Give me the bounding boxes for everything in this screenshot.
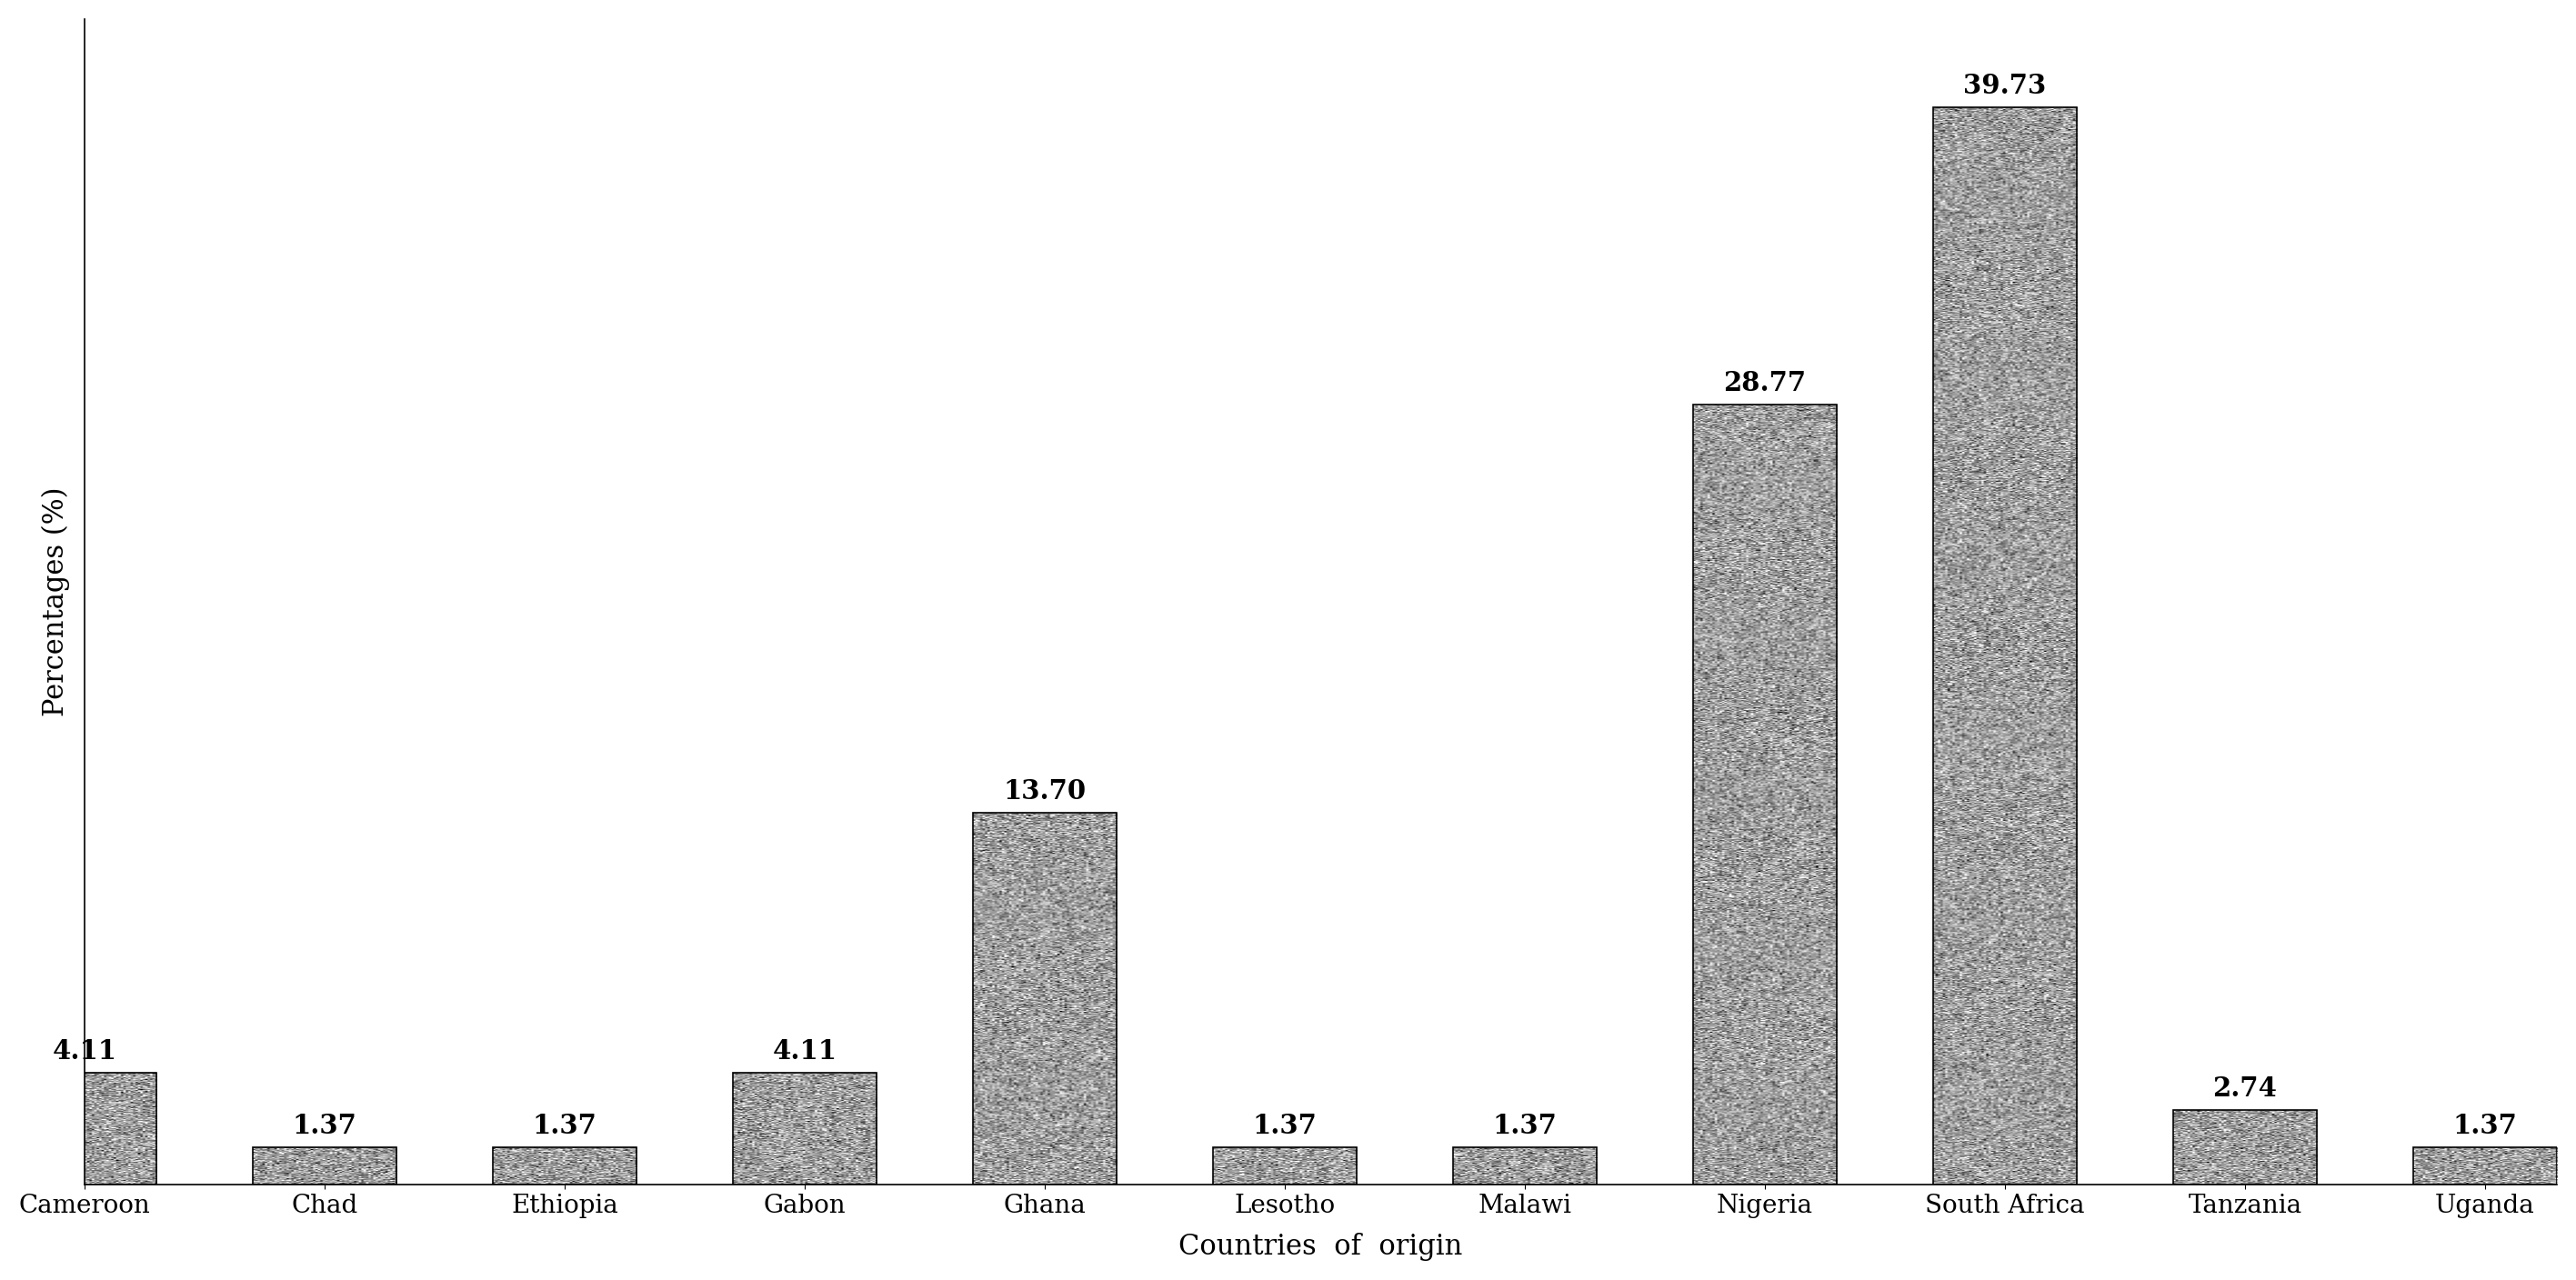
Bar [1932, 108, 2076, 1184]
X-axis label: Countries  of  origin: Countries of origin [1180, 1233, 1463, 1261]
Bar [1692, 404, 1837, 1184]
Text: 1.37: 1.37 [2452, 1112, 2517, 1139]
Text: 2.74: 2.74 [2213, 1075, 2277, 1102]
Text: 4.11: 4.11 [52, 1038, 116, 1065]
Text: 13.70: 13.70 [1005, 778, 1087, 805]
Text: 1.37: 1.37 [1492, 1112, 1556, 1139]
Text: 1.37: 1.37 [533, 1112, 598, 1139]
Bar [732, 1073, 876, 1184]
Bar [2414, 1147, 2558, 1184]
Y-axis label: Percentages (%): Percentages (%) [41, 486, 70, 717]
Bar [1453, 1147, 1597, 1184]
Bar [13, 1073, 157, 1184]
Text: 39.73: 39.73 [1963, 73, 2045, 100]
Bar [252, 1147, 397, 1184]
Text: 28.77: 28.77 [1723, 370, 1806, 397]
Bar [974, 813, 1118, 1184]
Text: 4.11: 4.11 [773, 1038, 837, 1065]
Text: 1.37: 1.37 [294, 1112, 358, 1139]
Bar [492, 1147, 636, 1184]
Bar [2174, 1110, 2316, 1184]
Bar [1213, 1147, 1358, 1184]
Text: 1.37: 1.37 [1252, 1112, 1316, 1139]
